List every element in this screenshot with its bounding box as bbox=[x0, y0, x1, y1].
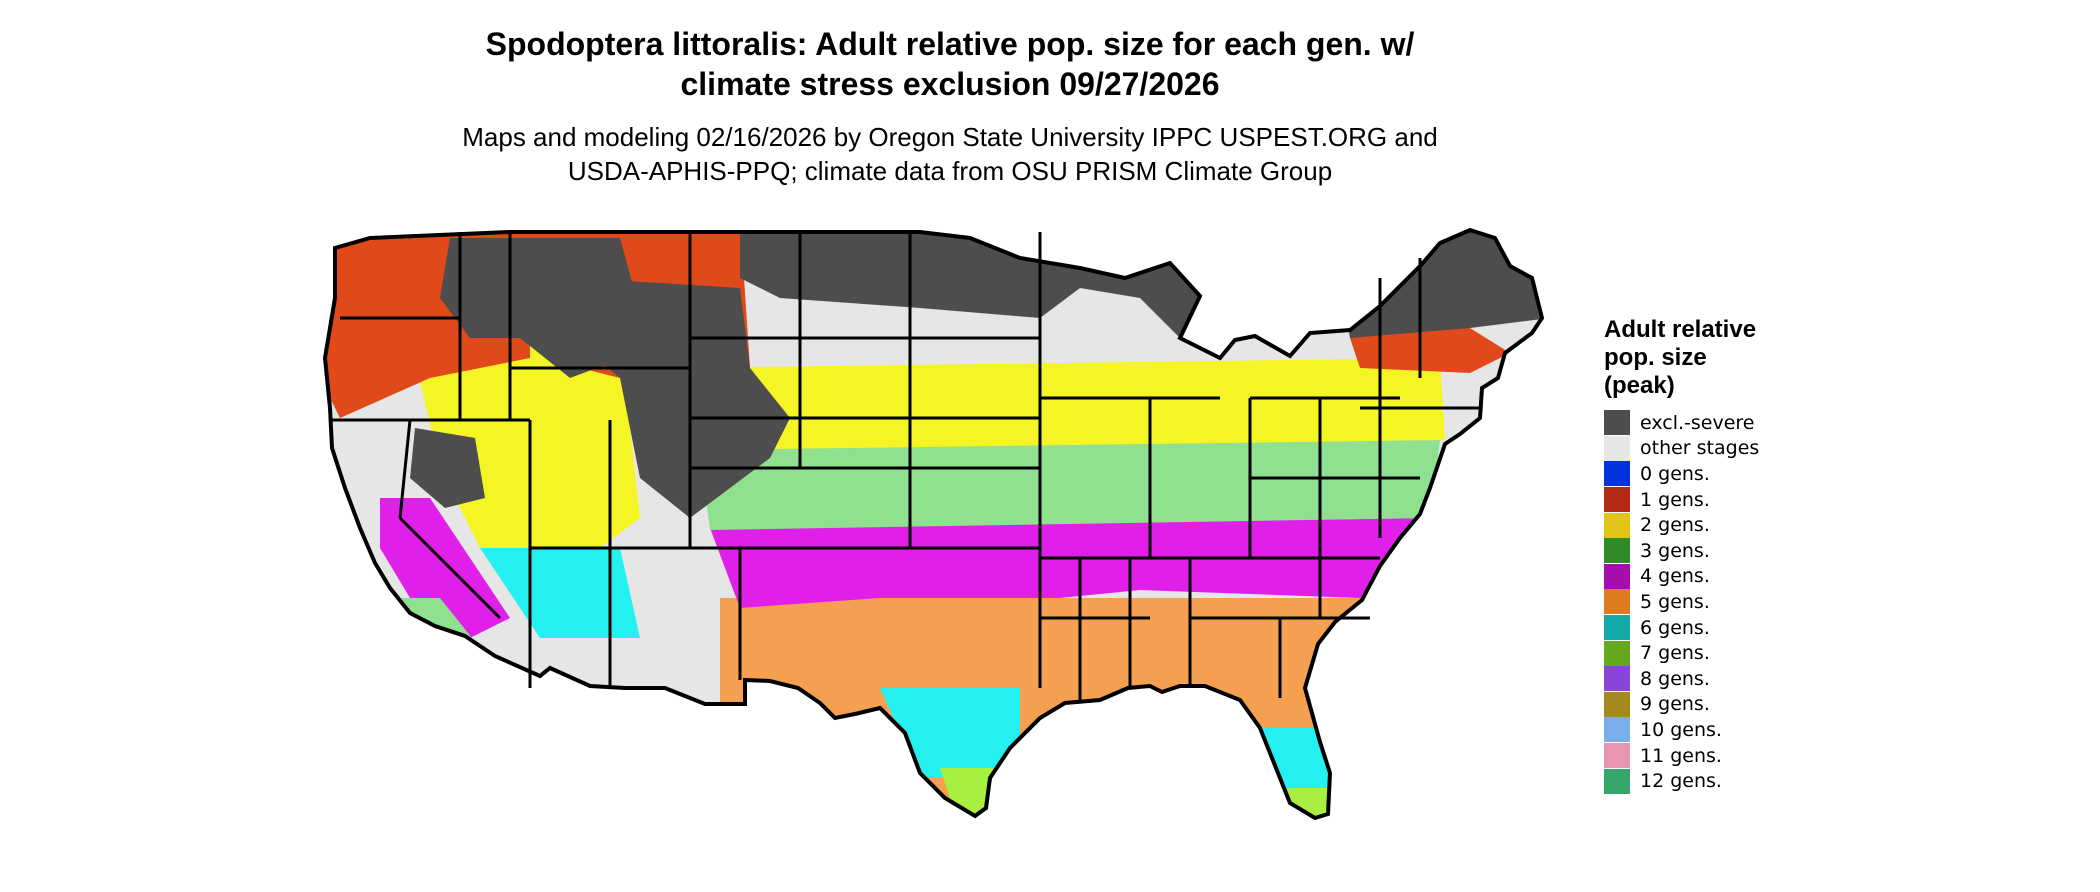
legend-item: 1 gens. bbox=[1604, 487, 1759, 513]
legend-item: 7 gens. bbox=[1604, 640, 1759, 666]
map-subtitle-line-1: Maps and modeling 02/16/2026 by Oregon S… bbox=[462, 122, 1438, 152]
legend-title-line-1: Adult relative bbox=[1604, 316, 1757, 343]
legend-swatch bbox=[1604, 640, 1630, 666]
legend-swatch bbox=[1604, 435, 1630, 461]
legend-swatch bbox=[1604, 666, 1630, 692]
region-4-gens-california bbox=[380, 498, 510, 638]
legend-item: 12 gens. bbox=[1604, 768, 1759, 794]
legend-label: other stages bbox=[1640, 437, 1760, 460]
legend-label: 5 gens. bbox=[1640, 590, 1710, 613]
legend-item: 3 gens. bbox=[1604, 538, 1759, 564]
legend-swatch bbox=[1604, 615, 1630, 641]
region-1-gens-northeast bbox=[1350, 328, 1510, 373]
legend-swatch bbox=[1604, 512, 1630, 538]
map-title: Spodoptera littoralis: Adult relative po… bbox=[0, 24, 1900, 104]
region-7-gens-florida bbox=[1280, 788, 1340, 818]
region-3-gens bbox=[700, 440, 1440, 530]
legend-label: 2 gens. bbox=[1640, 514, 1710, 537]
legend-swatch bbox=[1604, 461, 1630, 487]
legend-swatch bbox=[1604, 563, 1630, 589]
legend-swatch bbox=[1604, 538, 1630, 564]
state-borders bbox=[330, 232, 1480, 700]
map-title-line-1: Spodoptera littoralis: Adult relative po… bbox=[485, 26, 1415, 62]
legend-label: 10 gens. bbox=[1640, 718, 1722, 741]
map-subtitle: Maps and modeling 02/16/2026 by Oregon S… bbox=[0, 120, 1900, 188]
region-2-gens-basin bbox=[410, 338, 640, 578]
legend-swatch bbox=[1604, 743, 1630, 769]
legend-item: 6 gens. bbox=[1604, 615, 1759, 641]
legend-label: 3 gens. bbox=[1640, 539, 1710, 562]
title-block: Spodoptera littoralis: Adult relative po… bbox=[0, 24, 1900, 188]
legend-item: 2 gens. bbox=[1604, 512, 1759, 538]
legend-items: excl.-severe other stages 0 gens. 1 gens. 2 … bbox=[1604, 410, 1759, 794]
legend-item: 9 gens. bbox=[1604, 691, 1759, 718]
region-excl-severe-nevada bbox=[410, 428, 485, 508]
map-subtitle-line-2: USDA-APHIS-PPQ; climate data from OSU PR… bbox=[567, 156, 1333, 186]
legend-title-line-3: (peak) bbox=[1604, 372, 1675, 399]
legend-item: 4 gens. bbox=[1604, 563, 1759, 590]
legend-label: 11 gens. bbox=[1640, 744, 1722, 767]
legend: Adult relative pop. size (peak) excl.-se… bbox=[1604, 316, 1759, 794]
legend-swatch bbox=[1604, 410, 1630, 436]
legend-item: 10 gens. bbox=[1604, 717, 1759, 743]
legend-label: 6 gens. bbox=[1640, 616, 1710, 639]
legend-label: excl.-severe bbox=[1640, 411, 1755, 434]
us-map bbox=[323, 228, 1544, 820]
legend-title: Adult relative pop. size (peak) bbox=[1604, 316, 1759, 400]
legend-label: 12 gens. bbox=[1640, 770, 1722, 793]
legend-item: 0 gens. bbox=[1604, 461, 1759, 487]
region-7-gens-texas bbox=[940, 768, 1010, 818]
legend-label: 7 gens. bbox=[1640, 642, 1710, 665]
legend-swatch bbox=[1604, 589, 1630, 615]
region-6-gens-southwest bbox=[480, 548, 640, 638]
legend-label: 8 gens. bbox=[1640, 667, 1710, 690]
region-2-gens bbox=[680, 358, 1445, 450]
legend-label: 4 gens. bbox=[1640, 565, 1710, 588]
legend-swatch bbox=[1604, 691, 1630, 717]
legend-swatch bbox=[1604, 487, 1630, 513]
legend-item: 11 gens. bbox=[1604, 743, 1759, 769]
legend-item: 8 gens. bbox=[1604, 666, 1759, 692]
legend-item: other stages bbox=[1604, 435, 1760, 462]
legend-label: 0 gens. bbox=[1640, 462, 1710, 485]
legend-swatch bbox=[1604, 768, 1630, 794]
legend-label: 9 gens. bbox=[1640, 693, 1710, 716]
legend-swatch bbox=[1604, 717, 1630, 743]
map-title-line-2: climate stress exclusion 09/27/2026 bbox=[680, 66, 1220, 102]
legend-item: excl.-severe bbox=[1604, 410, 1759, 436]
region-4-gens bbox=[710, 518, 1430, 608]
legend-label: 1 gens. bbox=[1640, 488, 1710, 511]
legend-title-line-2: pop. size bbox=[1604, 344, 1707, 371]
legend-item: 5 gens. bbox=[1604, 589, 1759, 615]
